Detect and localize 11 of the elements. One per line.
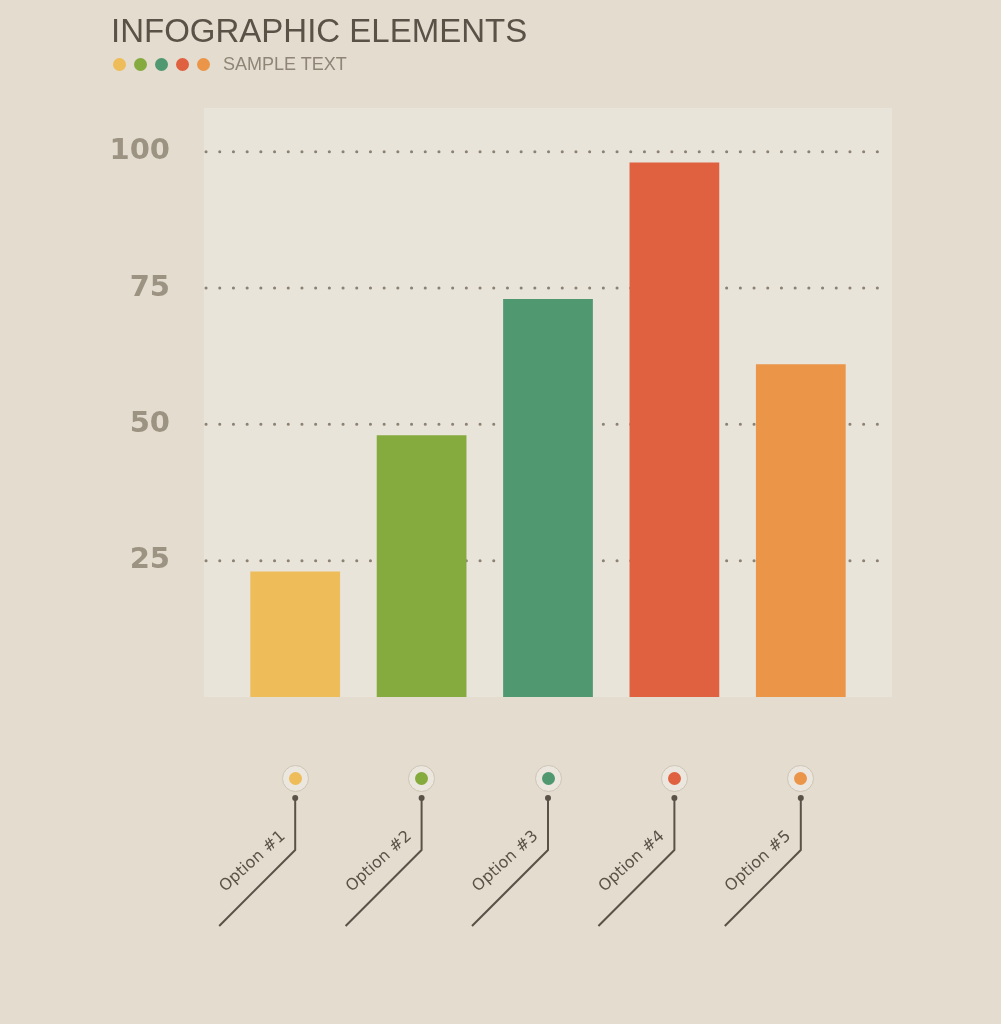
bar — [250, 571, 341, 697]
bar — [376, 435, 467, 697]
chart-title: INFOGRAPHIC ELEMENTS — [111, 12, 528, 49]
y-tick-label: 75 — [129, 268, 170, 303]
bar — [629, 162, 720, 697]
chart-subtitle: SAMPLE TEXT — [223, 54, 347, 74]
bar — [503, 298, 593, 697]
y-tick-label: 25 — [129, 541, 170, 576]
y-tick-label: 50 — [129, 404, 170, 439]
bar — [755, 364, 846, 697]
y-tick-label: 100 — [109, 132, 170, 167]
